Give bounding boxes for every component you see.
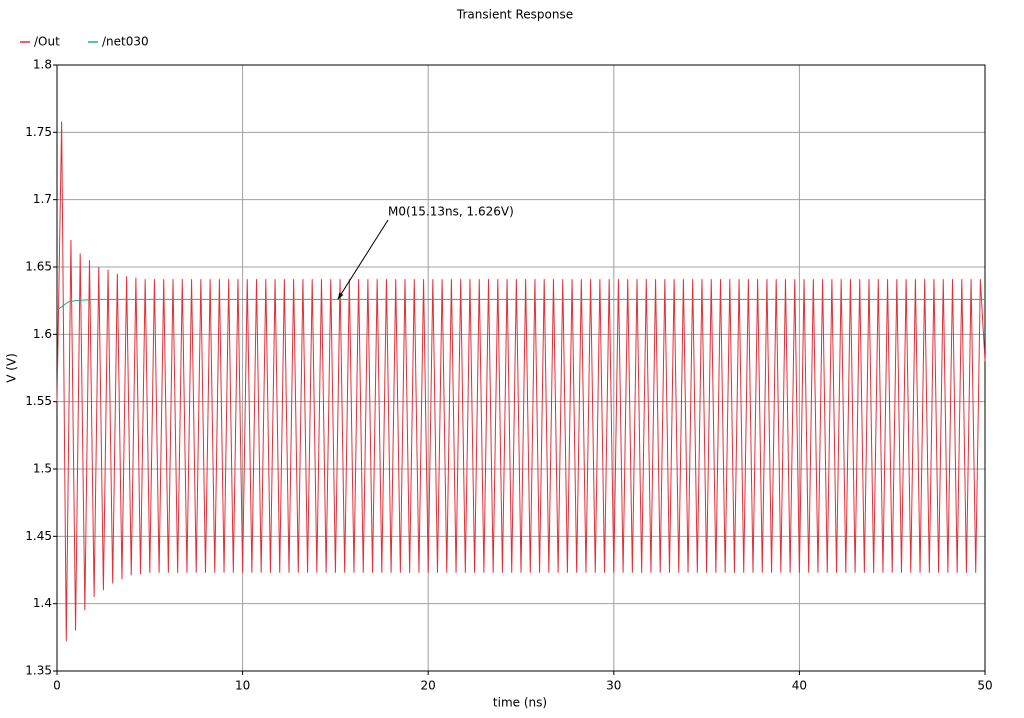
y-tick-label: 1.6 — [33, 327, 52, 341]
y-tick-label: 1.7 — [33, 192, 52, 206]
x-tick-label: 20 — [421, 679, 436, 693]
y-tick-label: 1.65 — [25, 260, 52, 274]
legend-label: /net030 — [102, 35, 149, 49]
y-tick-label: 1.35 — [25, 664, 52, 678]
x-tick-label: 40 — [792, 679, 807, 693]
y-tick-label: 1.4 — [33, 596, 52, 610]
arrow-head — [337, 292, 344, 300]
chart-title: Transient Response — [456, 8, 573, 22]
y-axis-label: V (V) — [5, 353, 19, 383]
legend-label: /Out — [34, 35, 60, 49]
annotation-arrow — [337, 219, 389, 300]
annotation-text: M0(15.13ns, 1.626V) — [388, 205, 514, 219]
x-tick-label: 0 — [53, 679, 61, 693]
y-tick-label: 1.55 — [25, 394, 52, 408]
x-tick-label: 10 — [235, 679, 250, 693]
y-tick-label: 1.8 — [33, 58, 52, 72]
plot-frame — [56, 64, 986, 672]
y-tick-label: 1.5 — [33, 462, 52, 476]
series-line — [56, 298, 985, 311]
series-line — [56, 121, 986, 642]
y-tick-label: 1.45 — [25, 529, 52, 543]
x-axis-label: time (ns) — [493, 696, 547, 710]
x-tick-label: 30 — [606, 679, 621, 693]
x-tick-label: 50 — [977, 679, 992, 693]
y-tick-label: 1.75 — [25, 125, 52, 139]
